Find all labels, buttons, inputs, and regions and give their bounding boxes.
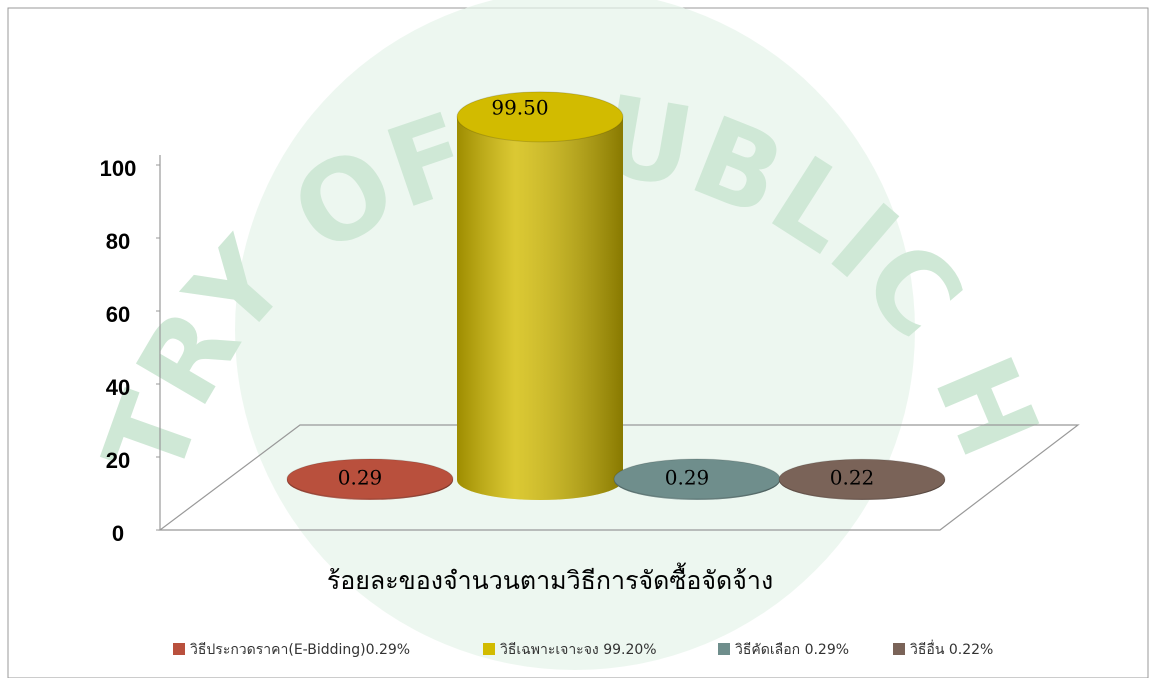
chart: MINISTRY OF PUBLIC HEALTH 0204060801000.… [0,0,1150,678]
y-tick-label: 40 [106,375,130,400]
legend: วิธีประกวดราคา(E-Bidding)0.29% วิธีเฉพาะเ… [173,640,993,658]
legend-swatch [483,643,495,655]
legend-label: วิธีประกวดราคา(E-Bidding)0.29% [190,642,410,658]
data-label: 99.50 [491,95,548,119]
legend-label: วิธีเฉพาะเจาะจง 99.20% [500,642,657,658]
data-label: 0.22 [830,466,875,490]
chart-title: ร้อยละของจำนวนตามวิธีการจัดซื้อจัดจ้าง [327,562,773,595]
data-label: 0.29 [665,465,710,489]
y-tick-label: 60 [106,302,130,327]
legend-label: วิธีคัดเลือก 0.29% [735,642,849,658]
y-tick-label: 0 [112,521,124,546]
legend-label: วิธีอื่น 0.22% [910,640,993,658]
y-tick-label: 100 [100,156,137,181]
y-tick-label: 80 [106,229,130,254]
y-tick-label: 20 [106,448,130,473]
data-label: 0.29 [338,465,383,489]
legend-swatch [893,643,905,655]
bar-shade [457,117,623,500]
legend-swatch [173,643,185,655]
legend-swatch [718,643,730,655]
